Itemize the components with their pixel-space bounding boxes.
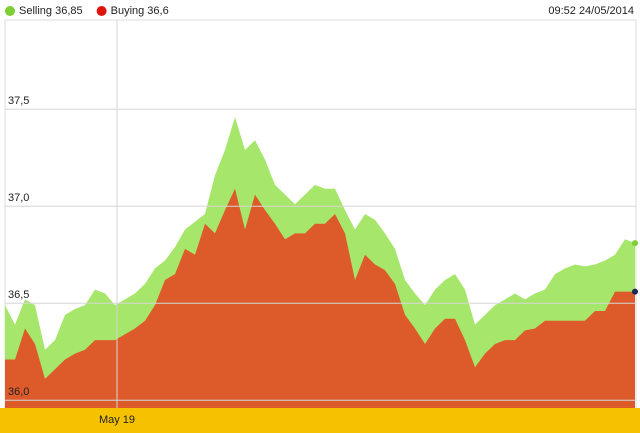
end-dot <box>632 240 638 247</box>
area <box>5 188 635 408</box>
legend-dot <box>96 6 107 16</box>
y-tick-label: 37,5 <box>8 95 29 107</box>
legend-dot <box>5 6 15 16</box>
y-tick-label: 36,5 <box>8 289 29 301</box>
y-tick-label: 37,0 <box>8 192 29 204</box>
legend-label: Selling 36,85 <box>19 5 83 17</box>
x-axis-band <box>0 408 640 433</box>
y-tick-label: 36,0 <box>8 386 29 398</box>
legend-label: Buying 36,6 <box>111 5 169 17</box>
end-dot <box>632 288 638 295</box>
timestamp: 09:52 24/05/2014 <box>548 5 634 17</box>
x-tick-label: May 19 <box>99 414 135 426</box>
